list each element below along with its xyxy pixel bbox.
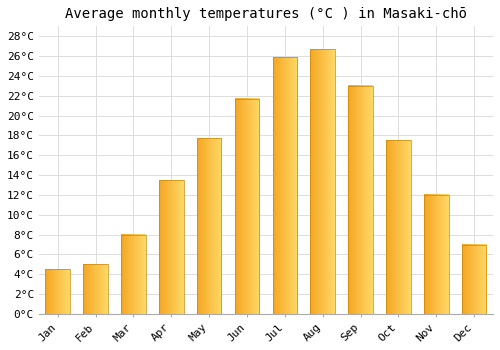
- Bar: [462, 245, 486, 314]
- Bar: [310, 49, 335, 314]
- Bar: [84, 264, 108, 314]
- Title: Average monthly temperatures (°C ) in Masaki-chō: Average monthly temperatures (°C ) in Ma…: [65, 7, 467, 21]
- Bar: [234, 99, 260, 314]
- Bar: [46, 270, 70, 314]
- Bar: [424, 195, 448, 314]
- Bar: [197, 138, 222, 314]
- Bar: [121, 234, 146, 314]
- Bar: [159, 180, 184, 314]
- Bar: [386, 140, 410, 314]
- Bar: [272, 57, 297, 314]
- Bar: [348, 86, 373, 314]
